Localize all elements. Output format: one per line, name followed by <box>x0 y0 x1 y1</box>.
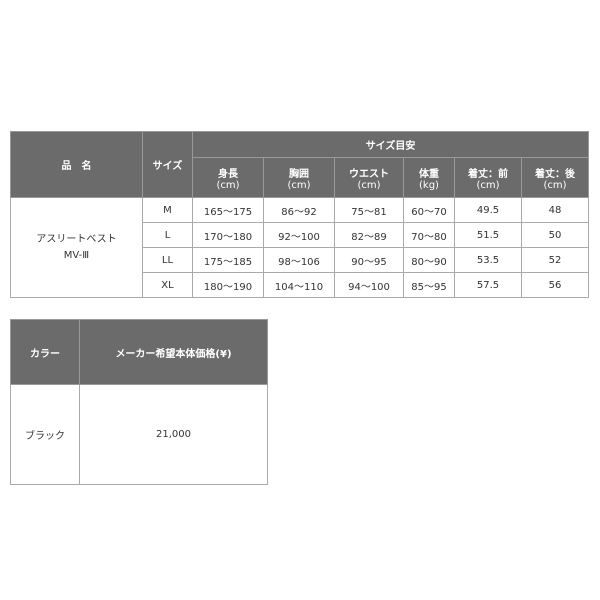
value-cell: 80〜90 <box>403 247 455 273</box>
header-size-guide: サイズ目安 <box>191 131 590 158</box>
value-cell: 52 <box>520 247 590 273</box>
col-label: 身長 <box>218 168 238 180</box>
header-product-name: 品 名 <box>10 131 143 198</box>
color-value: ブラック <box>10 384 80 485</box>
value-cell: 85〜95 <box>403 272 455 298</box>
col-unit: (cm) <box>216 179 240 191</box>
col-label: ウエスト <box>349 168 389 180</box>
value-cell: 94〜100 <box>334 272 404 298</box>
value-cell: 56 <box>520 272 590 298</box>
table-row: LL 175〜185 98〜106 90〜95 80〜90 53.5 52 <box>11 247 590 273</box>
value-cell: 90〜95 <box>334 247 404 273</box>
header-col: 体重 (kg) <box>403 157 455 198</box>
col-unit: (cm) <box>287 179 311 191</box>
value-cell: 60〜70 <box>403 197 455 223</box>
header-col: 着丈：後 (cm) <box>520 157 590 198</box>
col-unit: (cm) <box>476 179 500 191</box>
value-cell: 48 <box>520 197 590 223</box>
value-cell: 50 <box>520 222 590 248</box>
price-table: カラー メーカー希望本体価格(¥) ブラック 21,000 <box>10 319 268 485</box>
value-cell: 104〜110 <box>263 272 335 298</box>
value-cell: 175〜185 <box>192 247 264 273</box>
header-col: 着丈：前 (cm) <box>454 157 522 198</box>
table-row: アスリートベスト MV-Ⅲ M 165〜175 86〜92 75〜81 60〜70 49.5… <box>10 197 590 298</box>
col-unit: (kg) <box>419 179 439 191</box>
header-size: サイズ <box>142 131 193 198</box>
header-price: メーカー希望本体価格(¥) <box>79 319 268 385</box>
value-cell: 75〜81 <box>334 197 404 223</box>
col-label: 着丈：後 <box>535 168 576 180</box>
value-cell: 180〜190 <box>192 272 264 298</box>
product-cell: アスリートベスト MV-Ⅲ <box>10 197 143 298</box>
size-cell: LL <box>142 247 193 273</box>
price-value: 21,000 <box>79 384 268 485</box>
table-row: L 170〜180 92〜100 82〜89 70〜80 51.5 50 <box>11 222 590 248</box>
value-cell: 82〜89 <box>334 222 404 248</box>
col-unit: (cm) <box>543 179 567 191</box>
value-cell: 57.5 <box>454 272 522 298</box>
col-label: 着丈：前 <box>468 168 508 180</box>
col-label: 体重 <box>419 168 439 180</box>
size-cell: M <box>142 197 193 223</box>
value-cell: 170〜180 <box>192 222 264 248</box>
header-col: 胸囲 (cm) <box>263 157 335 198</box>
value-cell: 49.5 <box>454 197 522 223</box>
product-name: アスリートベスト <box>36 233 117 245</box>
value-cell: 165〜175 <box>192 197 264 223</box>
col-unit: (cm) <box>357 179 381 191</box>
value-cell: 51.5 <box>454 222 522 248</box>
value-cell: 92〜100 <box>263 222 335 248</box>
value-cell: 70〜80 <box>403 222 455 248</box>
table-row: XL 180〜190 104〜110 94〜100 85〜95 57.5 56 <box>11 272 590 298</box>
product-model: MV-Ⅲ <box>63 249 90 261</box>
value-cell: 86〜92 <box>263 197 335 223</box>
value-cell: 98〜106 <box>263 247 335 273</box>
size-table: 品 名 サイズ サイズ目安 身長 (cm) 胸囲 (cm) ウエスト (cm) 体重 (kg)… <box>10 131 590 298</box>
col-label: 胸囲 <box>289 168 309 180</box>
value-cell: 53.5 <box>454 247 522 273</box>
size-cell: L <box>142 222 193 248</box>
header-color: カラー <box>10 319 80 385</box>
size-cell: XL <box>142 272 193 298</box>
header-col: 身長 (cm) <box>192 157 264 198</box>
header-col: ウエスト (cm) <box>334 157 404 198</box>
